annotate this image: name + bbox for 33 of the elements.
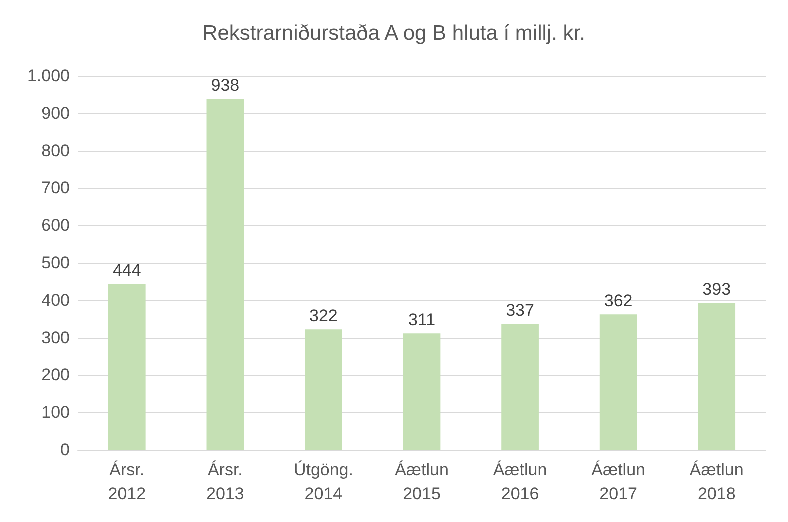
- chart-title: Rekstrarniðurstaða A og B hluta í millj. kr.: [202, 22, 586, 45]
- data-label: 444: [112, 260, 142, 280]
- y-tick-label: 1.000: [27, 66, 70, 86]
- data-label: 311: [408, 310, 436, 330]
- x-tick-label: Áætlun 2018: [690, 460, 744, 504]
- bar: [305, 330, 342, 450]
- y-tick-label: 300: [42, 328, 70, 348]
- x-tick-label: Áætlun 2016: [493, 460, 548, 504]
- data-label: 362: [604, 292, 633, 311]
- y-tick-label: 0: [60, 440, 70, 460]
- y-tick-label: 400: [42, 290, 70, 310]
- x-tick-label: Áætlun 2017: [592, 460, 646, 504]
- x-tick-label: Ársr. 2013: [206, 460, 244, 504]
- x-tick-label: Áætlun 2015: [395, 460, 449, 504]
- bar: [206, 99, 244, 450]
- x-tick-label: Ársr. 2012: [108, 460, 146, 504]
- bar: [403, 334, 441, 450]
- y-tick-label: 900: [42, 104, 70, 123]
- bar: [502, 324, 539, 450]
- y-tick-label: 100: [42, 403, 70, 422]
- data-label: 393: [702, 280, 732, 300]
- x-tick-label: Útgöng. 2014: [294, 460, 354, 504]
- bar: [698, 303, 736, 450]
- bar: [108, 284, 146, 450]
- data-label: 322: [310, 306, 338, 326]
- y-tick-label: 800: [42, 141, 70, 160]
- y-tick-label: 200: [42, 366, 70, 385]
- bar: [600, 314, 638, 450]
- data-label: 337: [506, 300, 534, 320]
- y-tick-label: 500: [42, 254, 70, 272]
- data-label: 938: [211, 76, 240, 96]
- y-tick-label: 700: [42, 178, 70, 198]
- y-tick-label: 600: [42, 216, 70, 236]
